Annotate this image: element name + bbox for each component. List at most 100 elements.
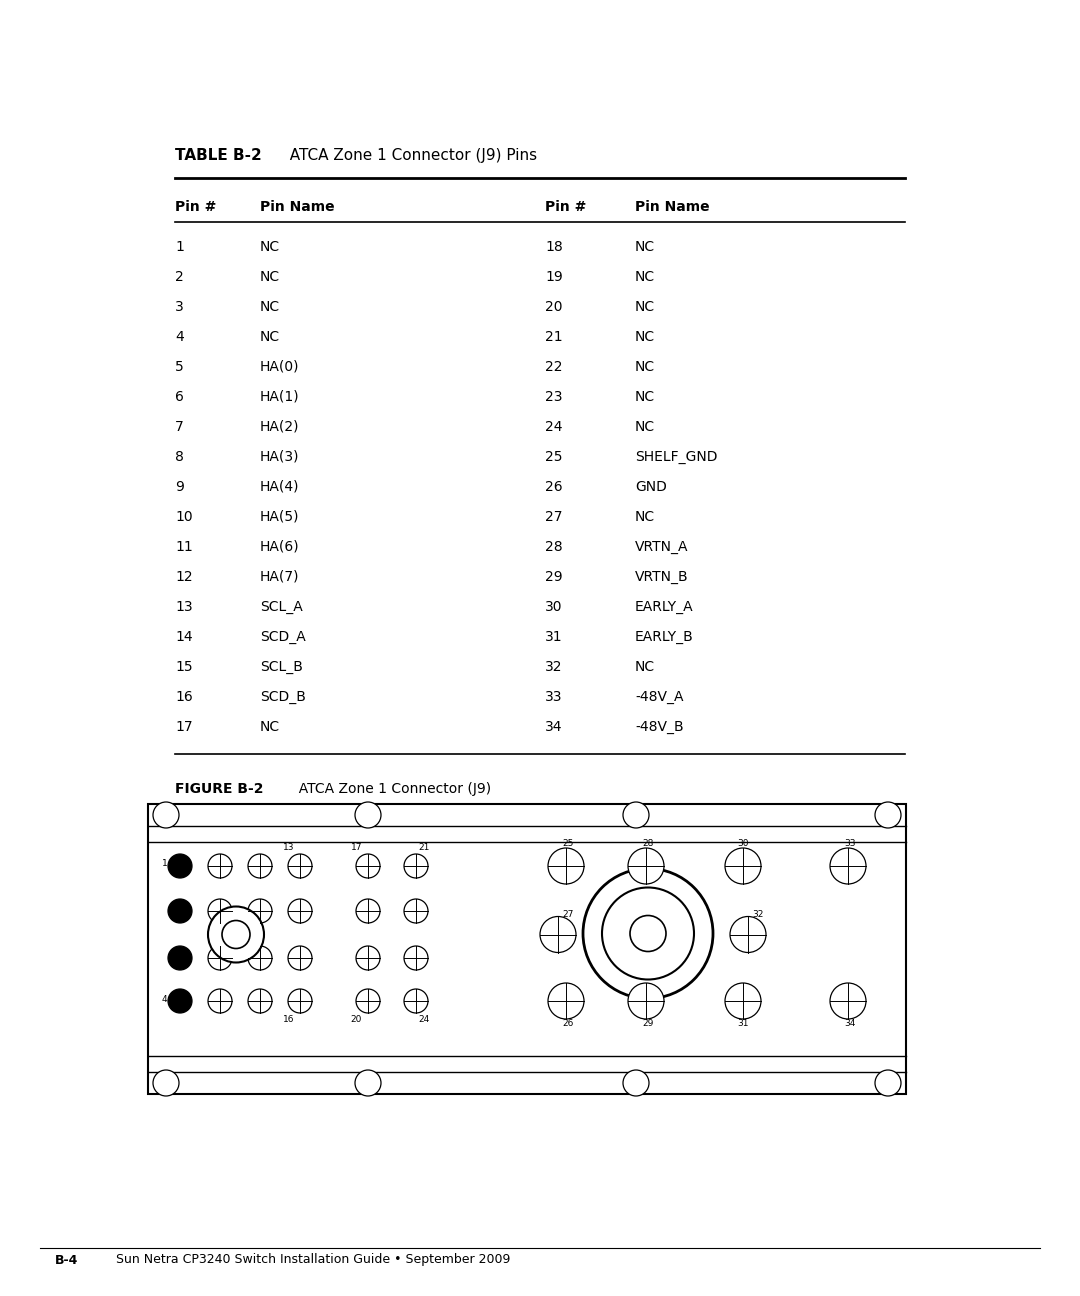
Text: HA(3): HA(3) [260,450,299,464]
Text: 4: 4 [162,994,167,1003]
Text: GND: GND [635,480,666,494]
Circle shape [404,899,428,923]
Text: 27: 27 [545,511,563,524]
Circle shape [831,982,866,1019]
Circle shape [630,915,666,951]
Text: 1: 1 [175,240,184,254]
Circle shape [725,848,761,884]
Text: NC: NC [260,330,280,343]
Text: 5: 5 [175,360,184,375]
Circle shape [404,854,428,877]
Circle shape [627,982,664,1019]
Circle shape [875,1070,901,1096]
Text: 6: 6 [175,390,184,404]
Text: 13: 13 [283,844,294,853]
Circle shape [623,1070,649,1096]
Circle shape [831,848,866,884]
Text: 13: 13 [175,600,192,614]
Circle shape [168,854,192,877]
Text: NC: NC [635,330,656,343]
Text: 24: 24 [418,1015,429,1024]
Circle shape [248,899,272,923]
Circle shape [288,946,312,969]
Text: Sun Netra CP3240 Switch Installation Guide • September 2009: Sun Netra CP3240 Switch Installation Gui… [100,1253,511,1266]
Text: 7: 7 [175,420,184,434]
Text: FIGURE B-2: FIGURE B-2 [175,781,264,796]
Text: ATCA Zone 1 Connector (J9): ATCA Zone 1 Connector (J9) [291,781,491,796]
Text: 33: 33 [545,689,563,704]
Circle shape [730,916,766,953]
Circle shape [404,946,428,969]
Circle shape [404,989,428,1013]
Text: 30: 30 [737,840,748,849]
Text: ATCA Zone 1 Connector (J9) Pins: ATCA Zone 1 Connector (J9) Pins [280,148,537,163]
Circle shape [248,946,272,969]
Text: 10: 10 [175,511,192,524]
Text: 2: 2 [175,270,184,284]
Circle shape [356,899,380,923]
Text: 34: 34 [545,721,563,734]
Text: 16: 16 [283,1015,294,1024]
Circle shape [602,888,694,980]
Circle shape [725,982,761,1019]
Text: 26: 26 [562,1019,573,1028]
Text: SCL_A: SCL_A [260,600,302,614]
Circle shape [288,854,312,877]
Text: 17: 17 [175,721,192,734]
Text: EARLY_B: EARLY_B [635,630,693,644]
Text: 18: 18 [545,240,563,254]
Text: 28: 28 [545,540,563,553]
Text: HA(7): HA(7) [260,570,299,584]
Text: NC: NC [635,240,656,254]
Text: NC: NC [260,721,280,734]
Circle shape [208,946,232,969]
Bar [148,804,906,1094]
Text: 30: 30 [545,600,563,614]
Text: 8: 8 [175,450,184,464]
Text: 20: 20 [545,299,563,314]
Circle shape [540,916,576,953]
Text: 25: 25 [545,450,563,464]
Text: 17: 17 [351,844,362,853]
Circle shape [548,848,584,884]
Text: 32: 32 [752,910,764,919]
Circle shape [356,989,380,1013]
Circle shape [168,899,192,923]
Text: 1: 1 [162,859,167,868]
Circle shape [248,854,272,877]
Text: SCD_A: SCD_A [260,630,306,644]
Text: 28: 28 [642,840,653,849]
Circle shape [548,982,584,1019]
Text: 29: 29 [642,1019,653,1028]
Circle shape [288,899,312,923]
Text: 4: 4 [175,330,184,343]
Text: SHELF_GND: SHELF_GND [635,450,717,464]
Circle shape [875,802,901,828]
Text: 34: 34 [843,1019,855,1028]
Text: NC: NC [635,660,656,674]
Text: HA(6): HA(6) [260,540,299,553]
Circle shape [583,868,713,998]
Text: 15: 15 [175,660,192,674]
Text: TABLE B-2: TABLE B-2 [175,148,261,163]
Text: NC: NC [260,270,280,284]
Circle shape [222,920,249,949]
Text: HA(5): HA(5) [260,511,299,524]
Text: 29: 29 [545,570,563,584]
Text: NC: NC [260,240,280,254]
Text: HA(4): HA(4) [260,480,299,494]
Circle shape [355,802,381,828]
Text: EARLY_A: EARLY_A [635,600,693,614]
Text: 20: 20 [351,1015,362,1024]
Text: 23: 23 [545,390,563,404]
Text: 12: 12 [175,570,192,584]
Text: NC: NC [635,270,656,284]
Text: -48V_A: -48V_A [635,689,684,704]
Circle shape [208,899,232,923]
Text: 22: 22 [545,360,563,375]
Text: NC: NC [635,299,656,314]
Circle shape [627,848,664,884]
Text: 21: 21 [418,844,430,853]
Text: NC: NC [635,511,656,524]
Text: 16: 16 [175,689,192,704]
